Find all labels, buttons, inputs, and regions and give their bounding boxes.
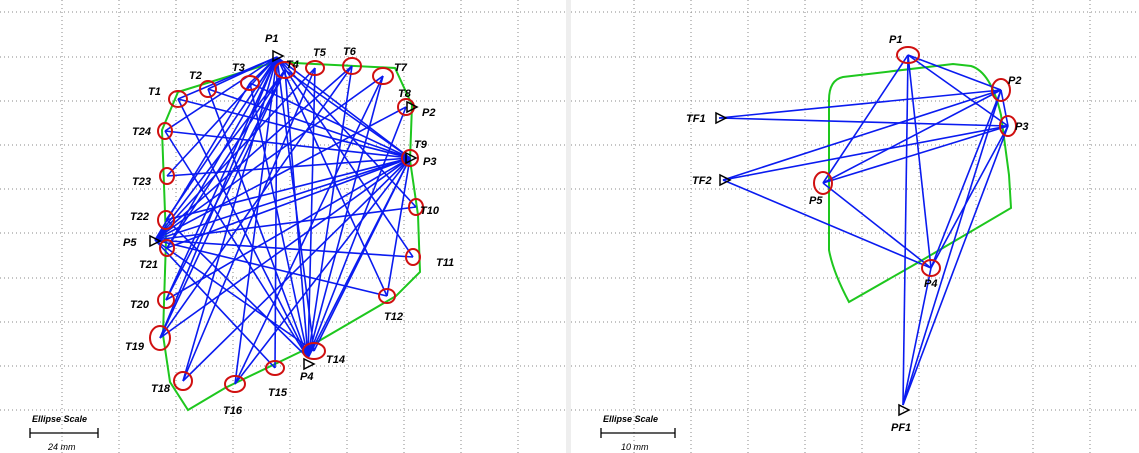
station-label-P3: P3 [1015,121,1028,133]
right-network-panel: P1 P2 P3 P4 P5 TF1 TF2 PF1 Ellipse Scale… [571,0,1139,453]
target-label-T16: T16 [223,405,243,417]
target-label-T1: T1 [148,86,161,98]
error-ellipses [813,46,1017,277]
right-network-canvas: P1 P2 P3 P4 P5 TF1 TF2 PF1 Ellipse Scale… [571,0,1139,453]
panel-divider [566,0,571,453]
target-label-T24: T24 [132,126,151,138]
station-triangle-P4 [303,357,316,371]
observation-rays [154,56,417,385]
station-labels: P1 P2 P3 P4 P5 [123,33,436,383]
target-label-T18: T18 [151,383,171,395]
target-label-T3: T3 [232,62,245,74]
ellipse-scale: Ellipse Scale 24 mm [29,414,99,452]
target-label-T8: T8 [398,88,412,100]
station-label-P5: P5 [123,237,137,249]
ellipse-scale-value: 10 mm [621,442,649,452]
target-label-T12: T12 [384,311,403,323]
station-labels: P1 P2 P3 P4 P5 TF1 TF2 PF1 [686,34,1028,434]
station-label-P3: P3 [423,156,436,168]
station-label-P4: P4 [924,278,937,290]
station-label-TF1: TF1 [686,113,706,125]
target-label-T19: T19 [125,341,145,353]
station-triangle-P5 [149,234,162,248]
target-label-T21: T21 [139,259,158,271]
station-triangle-TF2 [719,173,732,187]
grid [0,0,566,453]
target-label-T14: T14 [326,354,345,366]
target-label-T4: T4 [286,59,299,71]
target-label-T23: T23 [132,176,151,188]
ellipse-scale-bar [600,428,676,438]
target-label-T9: T9 [414,139,428,151]
error-ellipses [149,57,424,393]
grid [571,0,1139,453]
station-label-P2: P2 [1008,75,1021,87]
station-triangle-P3 [405,151,418,165]
station-label-TF2: TF2 [692,175,712,187]
station-markers [715,111,911,417]
target-label-T20: T20 [130,299,150,311]
left-network-canvas: P1 P2 P3 P4 P5 T1 T2 T3 T4 T5 T6 T7 T8 T… [0,0,566,453]
station-label-PF1: PF1 [891,422,911,434]
station-label-P2: P2 [422,107,435,119]
ellipse-scale: Ellipse Scale 10 mm [600,414,676,452]
observation-rays [718,54,1009,406]
ellipse-scale-title: Ellipse Scale [32,414,87,424]
target-label-T2: T2 [189,70,202,82]
target-label-T11: T11 [436,257,454,269]
station-label-P5: P5 [809,195,823,207]
network-boundary [828,62,1013,304]
target-labels: T1 T2 T3 T4 T5 T6 T7 T8 T9 T10 T11 T12 T… [125,46,454,417]
target-label-T7: T7 [394,62,408,74]
station-label-P1: P1 [265,33,278,45]
station-triangle-TF1 [715,111,728,125]
left-network-panel: P1 P2 P3 P4 P5 T1 T2 T3 T4 T5 T6 T7 T8 T… [0,0,566,453]
target-label-T22: T22 [130,211,149,223]
station-label-P1: P1 [889,34,902,46]
ellipse-scale-value: 24 mm [47,442,76,452]
station-triangle-P1 [272,49,285,63]
ellipse-scale-title: Ellipse Scale [603,414,658,424]
station-label-P4: P4 [300,371,313,383]
station-triangle-PF1 [898,403,911,417]
target-label-T15: T15 [268,387,288,399]
target-label-T10: T10 [420,205,440,217]
target-label-T6: T6 [343,46,357,58]
station-triangle-P2 [406,100,419,114]
station-markers [149,49,419,371]
target-label-T5: T5 [313,47,327,59]
ellipse-scale-bar [29,428,99,438]
